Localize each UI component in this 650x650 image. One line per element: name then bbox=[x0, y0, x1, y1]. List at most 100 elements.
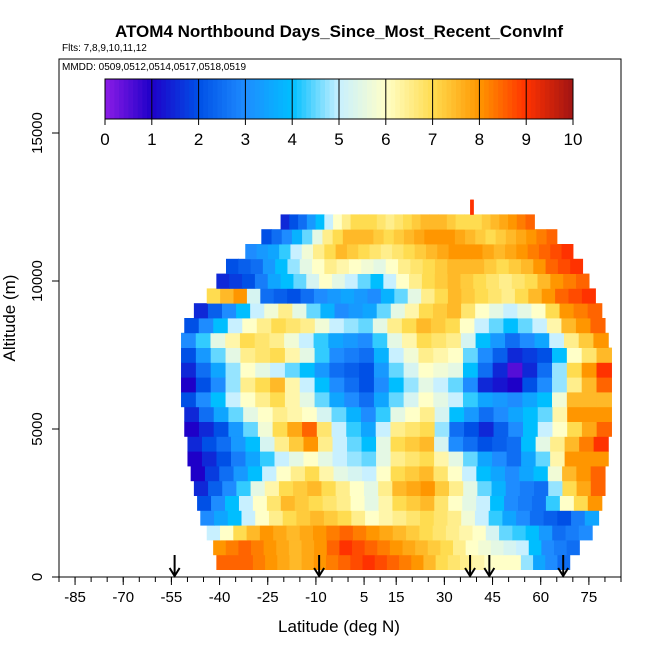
heatmap-cell bbox=[331, 406, 347, 422]
heatmap-cell bbox=[398, 258, 411, 274]
heatmap-cell bbox=[521, 451, 537, 467]
colorbar-segment bbox=[189, 79, 195, 119]
heatmap-cell bbox=[273, 525, 288, 541]
heatmap-cell bbox=[216, 436, 232, 452]
heatmap-cell bbox=[241, 510, 256, 526]
heatmap-cell bbox=[267, 273, 282, 289]
heatmap-cell bbox=[347, 451, 363, 467]
heatmap-cell bbox=[411, 214, 422, 230]
heatmap-cell bbox=[369, 244, 382, 260]
heatmap-cell bbox=[280, 273, 295, 289]
heatmap-cell bbox=[573, 495, 589, 511]
heatmap-cell bbox=[304, 466, 320, 482]
heatmap-cell bbox=[537, 362, 553, 378]
heatmap-cell bbox=[363, 480, 379, 496]
colorbar-segment bbox=[493, 79, 499, 119]
heatmap-cell bbox=[359, 362, 375, 378]
colorbar-segment bbox=[521, 79, 527, 119]
heatmap-cell bbox=[434, 406, 450, 422]
heatmap-cell bbox=[475, 332, 491, 348]
heatmap-cell bbox=[250, 303, 265, 319]
heatmap-cell bbox=[315, 214, 325, 230]
colorbar-tick-label: 10 bbox=[564, 130, 583, 149]
colorbar-segment bbox=[179, 79, 186, 119]
heatmap-cell bbox=[280, 495, 296, 511]
arrow-head bbox=[313, 567, 325, 578]
heatmap-cell bbox=[462, 495, 477, 511]
heatmap-cell bbox=[353, 229, 364, 245]
y-tick-label: 5000 bbox=[29, 412, 46, 445]
heatmap-cell bbox=[576, 480, 592, 496]
heatmap-cell bbox=[260, 288, 275, 304]
heatmap-cell bbox=[502, 510, 517, 526]
heatmap-cell bbox=[523, 421, 539, 437]
heatmap-cell bbox=[394, 214, 404, 230]
heatmap-cell bbox=[575, 318, 592, 334]
heatmap-cell bbox=[346, 406, 362, 422]
heatmap-cell bbox=[341, 214, 352, 230]
heatmap-cell bbox=[521, 436, 537, 452]
heatmap-cell bbox=[228, 406, 244, 422]
heatmap-cell bbox=[329, 377, 345, 393]
heatmap-cell bbox=[361, 258, 375, 274]
heatmap-cell bbox=[301, 540, 315, 556]
heatmap-cell bbox=[447, 510, 462, 526]
heatmap-cell bbox=[208, 480, 223, 496]
heatmap-cell bbox=[535, 451, 551, 467]
heatmap-cell bbox=[290, 244, 303, 260]
heatmap-cell bbox=[503, 318, 519, 334]
heatmap-cell bbox=[505, 244, 517, 260]
heatmap-cell bbox=[344, 392, 360, 408]
heatmap-cell bbox=[459, 244, 472, 260]
heatmap-cell bbox=[407, 288, 422, 304]
heatmap-cell bbox=[181, 347, 197, 363]
heatmap-cell bbox=[444, 229, 456, 245]
heatmap-cell bbox=[220, 288, 235, 304]
colorbar-segment bbox=[451, 79, 457, 119]
colorbar-segment bbox=[268, 79, 274, 119]
heatmap-cell bbox=[302, 406, 318, 422]
heatmap-cell bbox=[276, 466, 292, 482]
heatmap-cell bbox=[357, 332, 374, 348]
heatmap-cell bbox=[459, 525, 474, 541]
heatmap-cell bbox=[533, 258, 547, 274]
heatmap-cell bbox=[259, 525, 274, 541]
heatmap-cell bbox=[433, 347, 449, 363]
heatmap-cell bbox=[476, 466, 492, 482]
colorbar-segment bbox=[212, 79, 218, 119]
heatmap-cell bbox=[364, 495, 380, 511]
heatmap-cell bbox=[344, 273, 359, 289]
heatmap-cell bbox=[333, 214, 343, 230]
colorbar-segment bbox=[278, 79, 284, 119]
heatmap-cell bbox=[228, 421, 244, 437]
heatmap-cell bbox=[303, 436, 319, 452]
heatmap-cell bbox=[501, 288, 516, 304]
heatmap-cell bbox=[352, 525, 367, 541]
heatmap-cell bbox=[225, 332, 241, 348]
heatmap-cell bbox=[434, 436, 450, 452]
colorbar-segment bbox=[217, 79, 223, 119]
heatmap-cell bbox=[507, 377, 523, 393]
heatmap-cell bbox=[405, 406, 421, 422]
heatmap-cell bbox=[536, 229, 548, 245]
colorbar-segment bbox=[423, 79, 429, 119]
heatmap-cell bbox=[322, 495, 338, 511]
colorbar-segment bbox=[413, 79, 420, 119]
colorbar-segment bbox=[441, 79, 448, 119]
colorbar-segment bbox=[245, 79, 251, 119]
heatmap-cell bbox=[517, 303, 533, 319]
colorbar-segment bbox=[254, 79, 260, 119]
heatmap-cell bbox=[262, 258, 276, 274]
heatmap-cell bbox=[460, 332, 477, 348]
colorbar-segment bbox=[526, 79, 532, 119]
heatmap-cell bbox=[547, 466, 563, 482]
heatmap-cell bbox=[329, 362, 345, 378]
heatmap-cell bbox=[233, 525, 248, 541]
colorbar-segment bbox=[105, 79, 111, 119]
heatmap-cell bbox=[477, 377, 494, 393]
heatmap-cell bbox=[323, 510, 339, 526]
heatmap-cell bbox=[324, 244, 337, 260]
heatmap-cell bbox=[255, 392, 271, 408]
x-axis: -85 -70 -55 -40 -25 -10 5 15 30 45 60 75 bbox=[58, 577, 622, 606]
heatmap-cell bbox=[358, 244, 371, 260]
